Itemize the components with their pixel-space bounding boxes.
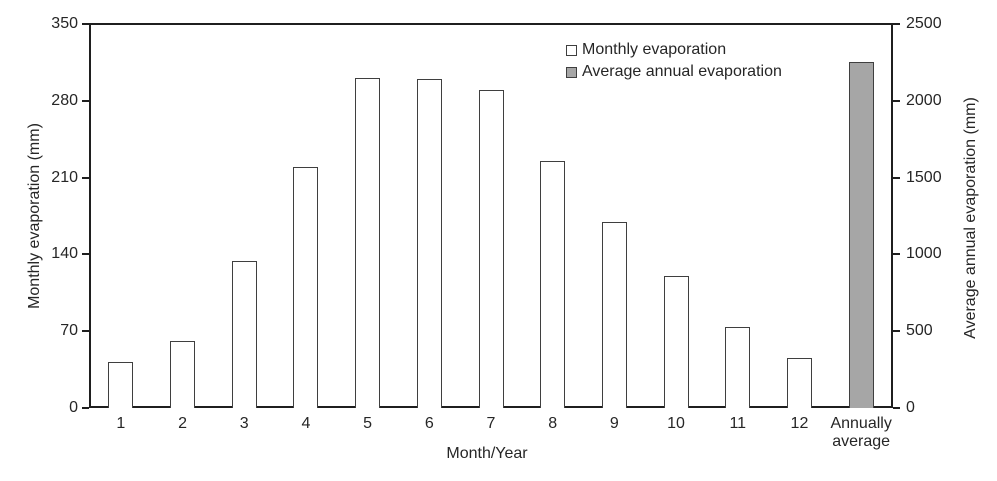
right-axis-title: Average annual evaporation (mm) [962,97,979,339]
x-axis-label-5: 5 [363,415,373,432]
x-axis-label-7: 7 [486,415,496,432]
right-axis-tick [893,330,900,333]
legend: Monthly evaporation Average annual evapo… [566,42,782,80]
bar-month-7 [478,89,504,408]
left-axis-tick [82,407,89,409]
bar-month-8 [540,161,566,408]
legend-label-annual: Average annual evaporation [582,63,782,80]
plot-top-border [90,23,893,25]
right-axis-tick-label: 1000 [906,245,942,263]
right-axis-tick-label: 500 [906,322,933,340]
left-axis-line [89,23,91,408]
legend-item-annual: Average annual evaporation [566,64,782,80]
x-axis-label-4: 4 [301,415,311,432]
right-axis-tick [893,176,900,179]
right-axis-tick [893,23,900,25]
left-axis-tick-label: 350 [51,15,78,32]
bar-month-1 [108,361,134,408]
bar-month-10 [663,276,689,408]
left-axis-title: Monthly evaporation (mm) [26,123,43,309]
left-axis-tick [82,176,89,179]
x-axis-title: Month/Year [446,445,528,462]
x-axis-label-annually-average: Annually average [830,415,892,450]
x-axis-label-9: 9 [609,415,619,432]
x-axis-label-1: 1 [116,415,126,432]
left-axis-tick-label: 0 [69,399,78,416]
bar-month-9 [601,221,627,408]
x-axis-label-12: 12 [790,415,809,432]
plot-area [90,24,892,408]
bar-month-5 [355,77,381,408]
x-axis-label-10: 10 [667,415,685,432]
right-axis-tick [893,253,900,256]
bar-annual-average [848,62,874,408]
right-axis-tick [893,407,900,409]
bar-month-12 [786,357,812,408]
left-axis-tick [82,253,89,256]
bar-month-4 [293,166,319,408]
left-axis-tick [82,330,89,333]
right-axis-line [891,23,893,408]
x-axis-label-8: 8 [548,415,558,432]
left-axis-tick-label: 140 [51,245,78,263]
bar-month-2 [170,341,196,408]
x-axis-label-2: 2 [178,415,187,432]
legend-swatch-annual-icon [566,66,577,78]
left-axis-tick-label: 210 [51,168,78,186]
bar-month-6 [416,78,442,408]
bar-month-11 [725,326,751,408]
right-axis-tick-label: 2500 [906,15,942,32]
x-axis-label-6: 6 [424,415,434,432]
bar-month-3 [231,260,257,408]
x-axis-label-11: 11 [729,415,747,432]
left-axis-tick-label: 280 [51,91,78,109]
left-axis-tick [82,23,89,25]
right-axis-tick-label: 0 [906,399,915,416]
x-axis-label-3: 3 [239,415,249,432]
legend-item-monthly: Monthly evaporation [566,42,782,58]
legend-swatch-monthly-icon [566,44,577,56]
right-axis-tick-label: 2000 [906,91,942,109]
right-axis-tick [893,99,900,102]
left-axis-tick [82,99,89,102]
left-axis-tick-label: 70 [60,322,78,340]
legend-label-monthly: Monthly evaporation [582,41,727,58]
right-axis-tick-label: 1500 [906,168,942,186]
